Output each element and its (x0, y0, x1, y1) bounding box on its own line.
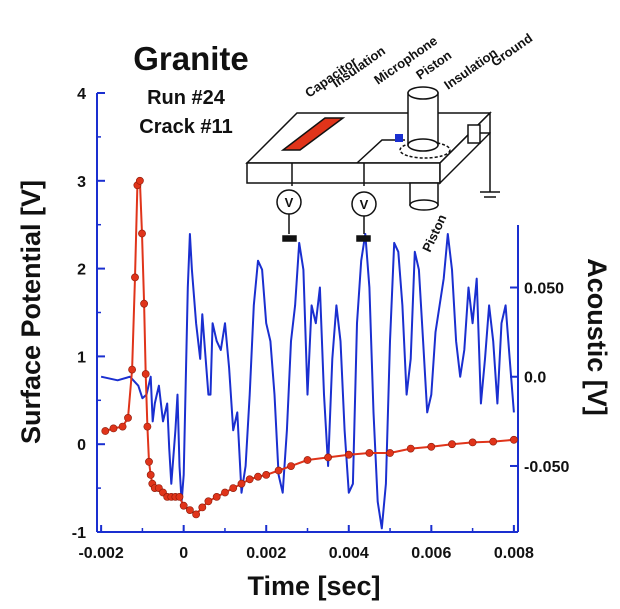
surface-potential-point (141, 370, 150, 378)
y-axis-title: Surface Potential [V] (16, 180, 46, 444)
surface-potential-point (365, 449, 374, 457)
surface-potential-point (146, 470, 155, 479)
apparatus-slab-front (246, 162, 441, 184)
surface-potential-point (427, 442, 436, 451)
surface-potential-point (287, 462, 295, 470)
voltmeter-left-label: V (285, 195, 294, 210)
surface-potential-point (344, 450, 353, 459)
surface-potential-point (254, 472, 262, 481)
x-tick-label: -0.002 (78, 545, 123, 562)
x-axis-title: Time [sec] (247, 571, 380, 601)
surface-potential-point (245, 475, 254, 484)
surface-potential-point (510, 435, 518, 444)
surface-potential-point (274, 466, 283, 475)
x-tick-label: 0.002 (246, 545, 286, 562)
surface-potential-point (145, 457, 153, 466)
ground-symbol-right (356, 235, 371, 242)
surface-potential-point (406, 444, 415, 453)
y-tick-label: 0 (77, 437, 86, 454)
surface-potential-point (489, 437, 498, 446)
y-tick-label: 3 (77, 174, 86, 191)
y-tick-label: 4 (77, 86, 86, 103)
ground-symbol-left (282, 235, 297, 242)
x-tick-label: 0.008 (494, 545, 534, 562)
piston-bottom-base (409, 199, 439, 211)
surface-potential-point (101, 427, 110, 435)
y2-axis-title: Acoustic [V] (582, 258, 612, 416)
series-layer (100, 176, 518, 530)
x-tick-label: 0.004 (329, 545, 369, 562)
acoustic-series-line (100, 233, 515, 530)
surface-potential-point (131, 273, 139, 282)
surface-potential-point (143, 422, 152, 431)
x-tick-label: 0.006 (411, 545, 451, 562)
surface-potential-point (135, 176, 144, 185)
ground-wire (480, 132, 491, 192)
surface-potential-point (118, 422, 127, 431)
surface-potential-point (179, 501, 188, 510)
surface-potential-point (192, 510, 200, 519)
surface-potential-point (229, 484, 238, 492)
surface-potential-point (386, 449, 394, 457)
surface-potential-point (468, 438, 477, 447)
piston-bottom-label: Piston (419, 212, 449, 254)
surface-potential-point (448, 440, 456, 449)
surface-potential-point (262, 470, 271, 479)
surface-potential-point (124, 413, 132, 422)
ground-label: Ground (488, 30, 535, 69)
capacitor-plate (280, 117, 346, 151)
surface-potential-point (212, 492, 221, 501)
surface-potential-point (138, 229, 146, 238)
piston-top-cap (407, 86, 439, 100)
surface-potential-point (109, 424, 118, 433)
y2-tick-label: 0.050 (524, 281, 564, 298)
x-tick-label: 0 (179, 545, 188, 562)
surface-potential-point (140, 299, 148, 308)
y2-tick-label: 0.0 (524, 370, 546, 387)
piston-top-base (407, 138, 439, 152)
surface-potential-point (185, 506, 194, 514)
y-tick-label: -1 (72, 525, 86, 542)
surface-potential-point (237, 479, 246, 488)
surface-potential-point (204, 497, 213, 506)
surface-potential-point (303, 456, 312, 464)
surface-potential-point (221, 488, 229, 497)
crack-label: Crack #11 (139, 116, 232, 138)
run-label: Run #24 (147, 87, 226, 109)
microphone-icon (395, 134, 403, 142)
chart-title: Granite (133, 40, 249, 77)
y2-tick-label: -0.050 (524, 459, 569, 476)
surface-potential-point (175, 492, 184, 501)
y-tick-label: 2 (77, 262, 86, 279)
voltmeter-right-label: V (360, 197, 369, 212)
axis-ticks (97, 92, 518, 533)
ground-insulation (467, 124, 481, 144)
surface-potential-point (128, 365, 136, 374)
insulation-right-label: Insulation (441, 45, 500, 93)
apparatus-diagram (245, 86, 500, 242)
y-tick-label: 1 (77, 349, 86, 366)
tick-labels: -0.002 0 0.002 0.004 0.006 0.008 -1 0 1 2 3 4 -0.050… (72, 86, 570, 562)
piston-top (407, 92, 439, 146)
surface-potential-point (324, 453, 332, 462)
surface-potential-point (198, 503, 207, 512)
